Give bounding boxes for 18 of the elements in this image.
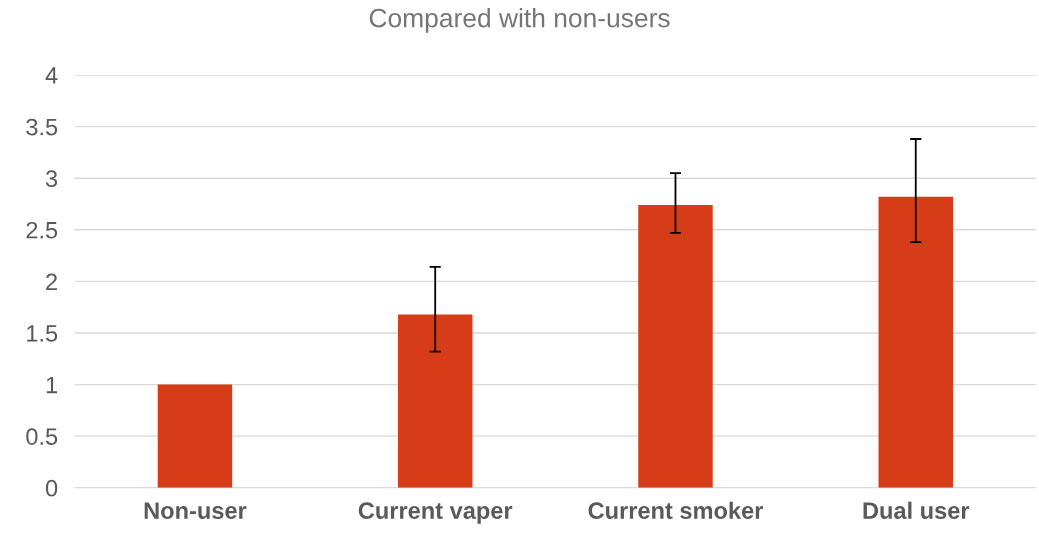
y-tick-label: 3.5 <box>26 118 58 136</box>
bar <box>878 196 953 488</box>
chart-title: Compared with non-users <box>369 8 670 33</box>
x-tick-label: Current vaper <box>358 502 513 524</box>
bar <box>638 205 713 488</box>
bar <box>397 314 473 488</box>
x-tick-label: Non-user <box>144 502 247 519</box>
y-tick-label: 1.5 <box>27 325 58 342</box>
y-tick-label: 4 <box>45 67 58 84</box>
y-tick-label: 1 <box>46 376 57 394</box>
bar <box>157 384 233 488</box>
y-tick-label: 0 <box>45 479 58 497</box>
y-tick-label: 0.5 <box>26 428 58 445</box>
y-tick-label: 3 <box>45 170 58 188</box>
x-tick-label: Current smoker <box>588 501 764 519</box>
y-tick-label: 2 <box>46 273 57 290</box>
y-tick-label: 2.5 <box>26 221 58 239</box>
x-tick-label: Dual user <box>863 501 970 519</box>
